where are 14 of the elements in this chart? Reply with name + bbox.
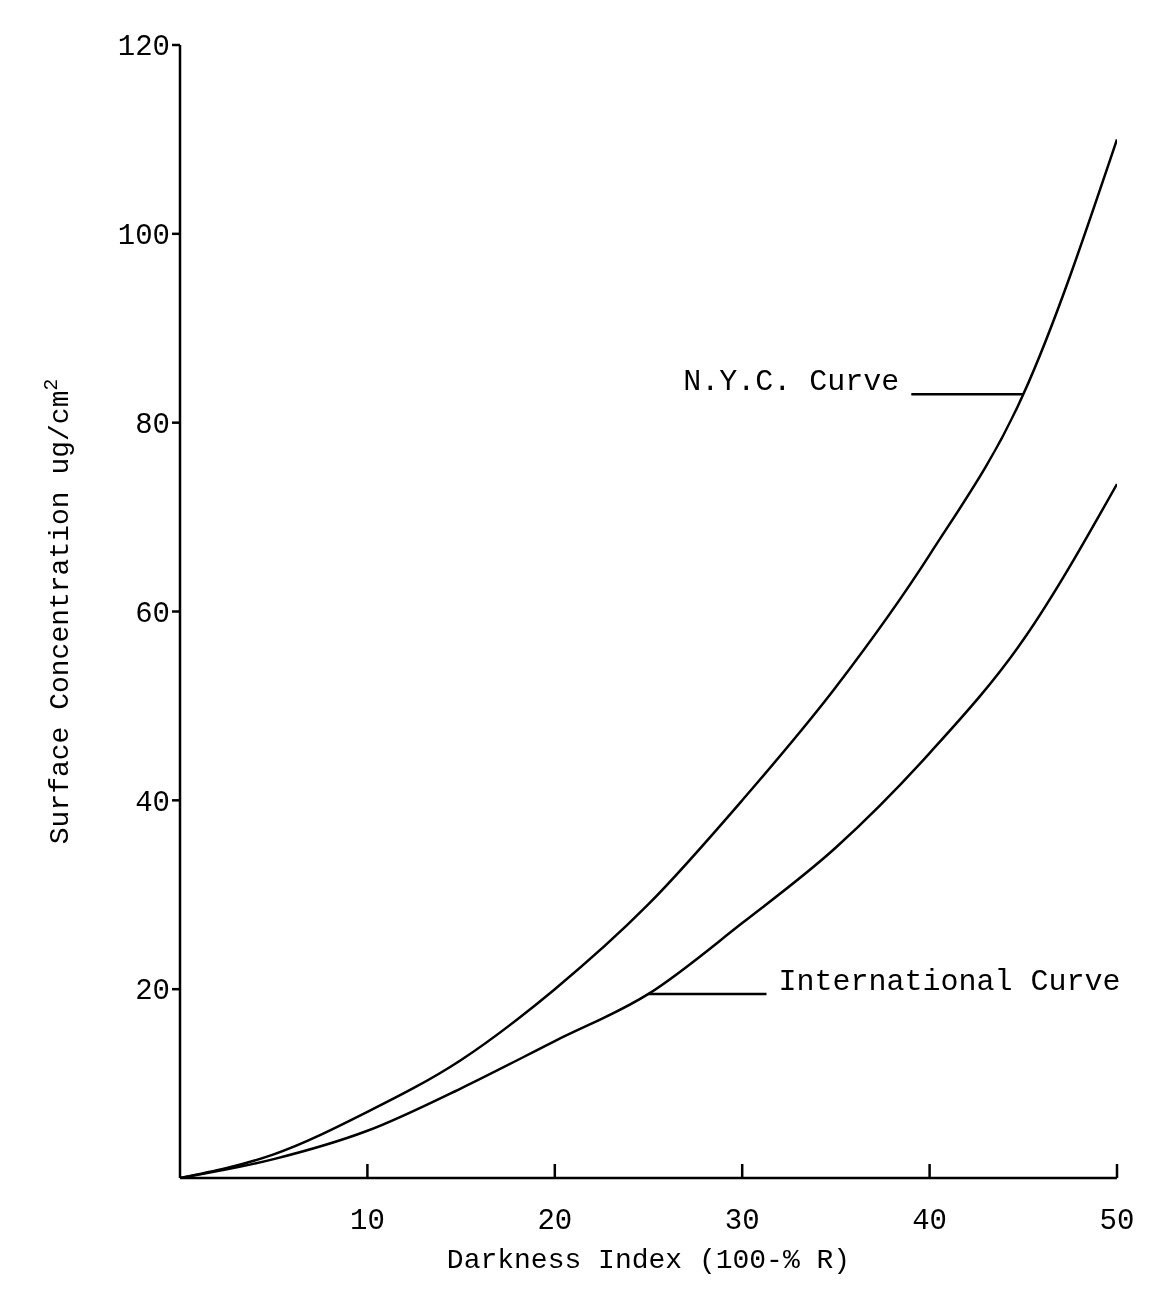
y-tick-label: 100 xyxy=(117,220,170,254)
y-tick-label: 120 xyxy=(117,31,170,65)
y-tick-label: 40 xyxy=(135,786,170,820)
x-tick-label: 40 xyxy=(912,1204,948,1238)
x-axis-title: Darkness Index (100-% R) xyxy=(446,1245,851,1276)
y-tick-label: 60 xyxy=(135,597,170,631)
x-tick-label: 20 xyxy=(537,1204,573,1238)
annotation: N.Y.C. Curve xyxy=(683,365,900,400)
y-tick-label: 80 xyxy=(135,408,170,442)
x-tick-label: 50 xyxy=(1099,1204,1135,1238)
x-tick-label: 10 xyxy=(349,1204,385,1238)
x-tick-label: 30 xyxy=(724,1204,760,1238)
annotation: International Curve xyxy=(778,964,1121,999)
y-tick-label: 20 xyxy=(135,975,170,1009)
